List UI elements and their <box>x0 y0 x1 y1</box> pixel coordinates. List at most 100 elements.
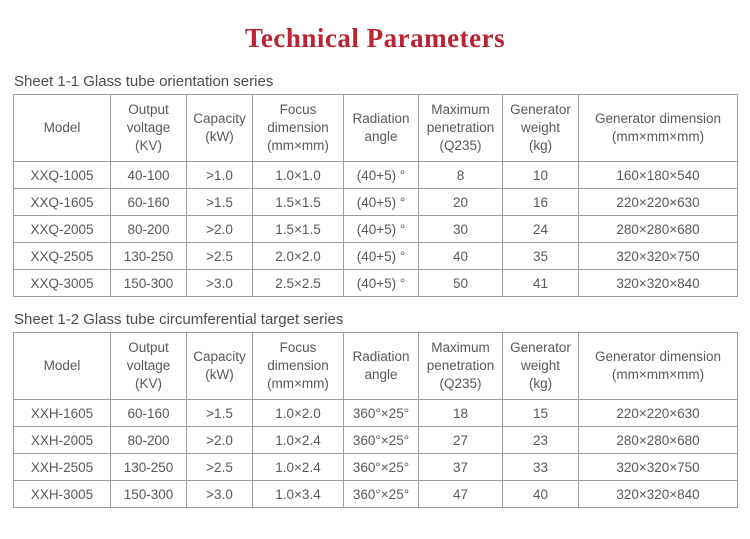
cell-focus-dimension: 1.0×2.4 <box>252 426 344 454</box>
glass-tube-circumferential-table: Model Output voltage (KV) Capacity (kW) … <box>13 332 738 508</box>
cell-capacity: >1.5 <box>186 399 253 427</box>
col-header-radiation-angle: Radiation angle <box>343 332 419 400</box>
cell-radiation-angle: (40+5) ° <box>343 242 419 270</box>
cell-generator-dimension: 320×320×750 <box>578 453 738 481</box>
cell-generator-weight: 10 <box>502 161 579 189</box>
cell-model: XXQ-3005 <box>13 269 111 297</box>
cell-focus-dimension: 2.0×2.0 <box>252 242 344 270</box>
cell-generator-weight: 23 <box>502 426 579 454</box>
cell-generator-dimension: 320×320×840 <box>578 480 738 508</box>
cell-output-voltage: 40-100 <box>110 161 187 189</box>
cell-max-penetration: 30 <box>418 215 503 243</box>
page-title: Technical Parameters <box>244 23 506 53</box>
cell-focus-dimension: 1.0×3.4 <box>252 480 344 508</box>
cell-output-voltage: 60-160 <box>110 188 187 216</box>
table-row: XXQ-1605 60-160 >1.5 1.5×1.5 (40+5) ° 20… <box>13 188 738 216</box>
cell-max-penetration: 40 <box>418 242 503 270</box>
cell-radiation-angle: (40+5) ° <box>343 188 419 216</box>
cell-generator-dimension: 220×220×630 <box>578 188 738 216</box>
col-header-generator-dimension: Generator dimension (mm×mm×mm) <box>578 94 738 162</box>
table-row: XXQ-1005 40-100 >1.0 1.0×1.0 (40+5) ° 8 … <box>13 161 738 189</box>
cell-max-penetration: 20 <box>418 188 503 216</box>
cell-generator-weight: 33 <box>502 453 579 481</box>
cell-output-voltage: 80-200 <box>110 426 187 454</box>
cell-capacity: >2.5 <box>186 453 253 481</box>
cell-radiation-angle: 360°×25° <box>343 426 419 454</box>
cell-max-penetration: 18 <box>418 399 503 427</box>
cell-focus-dimension: 1.5×1.5 <box>252 188 344 216</box>
cell-capacity: >2.0 <box>186 426 253 454</box>
cell-radiation-angle: 360°×25° <box>343 399 419 427</box>
cell-radiation-angle: (40+5) ° <box>343 161 419 189</box>
cell-generator-weight: 15 <box>502 399 579 427</box>
cell-generator-dimension: 160×180×540 <box>578 161 738 189</box>
col-header-max-penetration: Maximum penetration (Q235) <box>418 332 503 400</box>
cell-max-penetration: 37 <box>418 453 503 481</box>
cell-model: XXH-2505 <box>13 453 111 481</box>
cell-generator-weight: 35 <box>502 242 579 270</box>
sheet-1-2-caption: Sheet 1-2 Glass tube circumferential tar… <box>14 311 344 328</box>
cell-output-voltage: 80-200 <box>110 215 187 243</box>
col-header-capacity: Capacity (kW) <box>186 332 253 400</box>
col-header-output-voltage: Output voltage (KV) <box>110 94 187 162</box>
cell-model: XXQ-2005 <box>13 215 111 243</box>
table-row: XXH-1605 60-160 >1.5 1.0×2.0 360°×25° 18… <box>13 399 738 427</box>
cell-model: XXQ-2505 <box>13 242 111 270</box>
sheet-1-1-caption: Sheet 1-1 Glass tube orientation series <box>14 73 274 90</box>
table-row: XXQ-2005 80-200 >2.0 1.5×1.5 (40+5) ° 30… <box>13 215 738 243</box>
col-header-generator-dimension: Generator dimension (mm×mm×mm) <box>578 332 738 400</box>
cell-focus-dimension: 1.0×2.0 <box>252 399 344 427</box>
cell-generator-weight: 24 <box>502 215 579 243</box>
col-header-output-voltage: Output voltage (KV) <box>110 332 187 400</box>
cell-model: XXQ-1605 <box>13 188 111 216</box>
cell-output-voltage: 150-300 <box>110 480 187 508</box>
cell-output-voltage: 150-300 <box>110 269 187 297</box>
table-row: XXQ-2505 130-250 >2.5 2.0×2.0 (40+5) ° 4… <box>13 242 738 270</box>
cell-radiation-angle: (40+5) ° <box>343 215 419 243</box>
cell-radiation-angle: 360°×25° <box>343 453 419 481</box>
cell-focus-dimension: 2.5×2.5 <box>252 269 344 297</box>
cell-output-voltage: 60-160 <box>110 399 187 427</box>
cell-capacity: >3.0 <box>186 269 253 297</box>
table-row: XXQ-3005 150-300 >3.0 2.5×2.5 (40+5) ° 5… <box>13 269 738 297</box>
col-header-model: Model <box>13 332 111 400</box>
cell-model: XXH-1605 <box>13 399 111 427</box>
sheet-1-2-section: Sheet 1-2 Glass tube circumferential tar… <box>0 311 750 508</box>
col-header-generator-weight: Generator weight (kg) <box>502 332 579 400</box>
cell-generator-dimension: 320×320×750 <box>578 242 738 270</box>
table-row: XXH-3005 150-300 >3.0 1.0×3.4 360°×25° 4… <box>13 480 738 508</box>
cell-model: XXH-2005 <box>13 426 111 454</box>
cell-radiation-angle: (40+5) ° <box>343 269 419 297</box>
col-header-radiation-angle: Radiation angle <box>343 94 419 162</box>
cell-model: XXQ-1005 <box>13 161 111 189</box>
cell-generator-dimension: 320×320×840 <box>578 269 738 297</box>
cell-focus-dimension: 1.0×2.4 <box>252 453 344 481</box>
cell-capacity: >1.0 <box>186 161 253 189</box>
cell-focus-dimension: 1.0×1.0 <box>252 161 344 189</box>
col-header-max-penetration: Maximum penetration (Q235) <box>418 94 503 162</box>
col-header-generator-weight: Generator weight (kg) <box>502 94 579 162</box>
cell-capacity: >2.0 <box>186 215 253 243</box>
sheet-1-1-section: Sheet 1-1 Glass tube orientation series … <box>0 73 750 297</box>
glass-tube-orientation-table: Model Output voltage (KV) Capacity (kW) … <box>13 94 738 297</box>
col-header-focus-dimension: Focus dimension (mm×mm) <box>252 332 344 400</box>
col-header-focus-dimension: Focus dimension (mm×mm) <box>252 94 344 162</box>
cell-generator-weight: 41 <box>502 269 579 297</box>
header-row: Model Output voltage (KV) Capacity (kW) … <box>13 94 738 162</box>
cell-generator-dimension: 280×280×680 <box>578 215 738 243</box>
table-row: XXH-2505 130-250 >2.5 1.0×2.4 360°×25° 3… <box>13 453 738 481</box>
cell-max-penetration: 27 <box>418 426 503 454</box>
cell-max-penetration: 47 <box>418 480 503 508</box>
header-row: Model Output voltage (KV) Capacity (kW) … <box>13 332 738 400</box>
cell-focus-dimension: 1.5×1.5 <box>252 215 344 243</box>
cell-model: XXH-3005 <box>13 480 111 508</box>
cell-capacity: >2.5 <box>186 242 253 270</box>
table-row: XXH-2005 80-200 >2.0 1.0×2.4 360°×25° 27… <box>13 426 738 454</box>
cell-max-penetration: 50 <box>418 269 503 297</box>
cell-radiation-angle: 360°×25° <box>343 480 419 508</box>
col-header-capacity: Capacity (kW) <box>186 94 253 162</box>
cell-generator-weight: 16 <box>502 188 579 216</box>
cell-capacity: >1.5 <box>186 188 253 216</box>
cell-output-voltage: 130-250 <box>110 242 187 270</box>
cell-output-voltage: 130-250 <box>110 453 187 481</box>
